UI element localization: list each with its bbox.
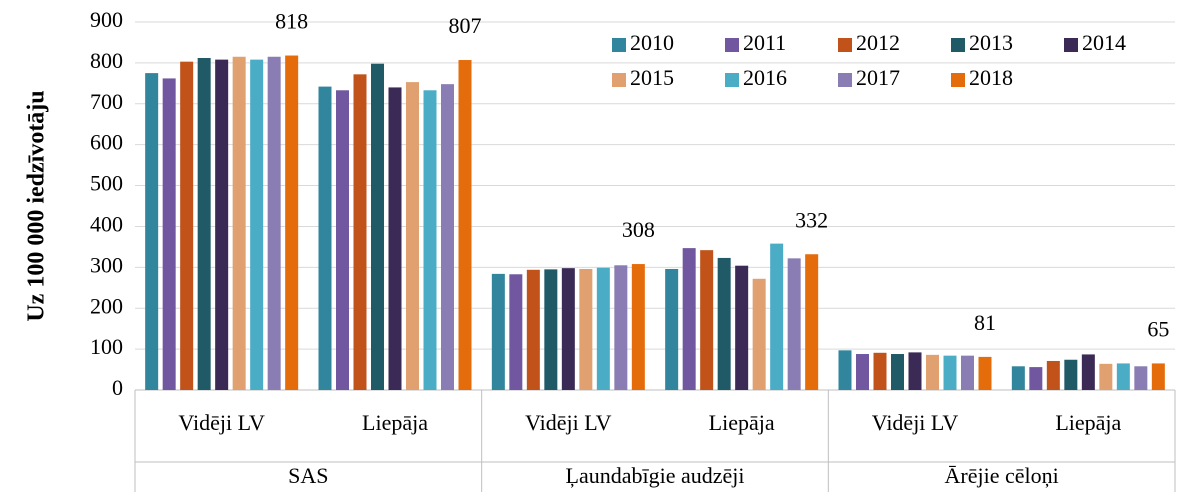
- data-label: 308: [622, 217, 655, 242]
- data-label: 65: [1147, 316, 1169, 341]
- legend-label: 2013: [969, 30, 1013, 55]
- bar: [926, 354, 939, 390]
- y-tick-label: 600: [90, 130, 123, 155]
- y-tick-label: 900: [90, 7, 123, 32]
- bar: [491, 273, 505, 390]
- y-tick-label: 0: [112, 375, 123, 400]
- legend-label: 2017: [856, 65, 900, 90]
- y-tick-label: 200: [90, 293, 123, 318]
- bar: [614, 265, 628, 390]
- legend-swatch: [725, 38, 739, 52]
- bar: [215, 59, 229, 391]
- bar: [891, 354, 904, 390]
- legend-swatch: [612, 73, 626, 87]
- bar: [1081, 354, 1095, 390]
- bar: [787, 258, 801, 390]
- data-label: 81: [974, 310, 996, 335]
- legend-label: 2014: [1082, 30, 1126, 55]
- bar: [388, 87, 402, 390]
- y-axis-label: Uz 100 000 iedzīvotāju: [24, 90, 50, 321]
- x-tick-label: Vidēji LV: [178, 410, 265, 435]
- bar: [770, 243, 784, 390]
- y-tick-label: 100: [90, 334, 123, 359]
- bar: [700, 250, 714, 390]
- x-tick-label: Liepāja: [362, 410, 428, 435]
- bar: [1011, 366, 1025, 390]
- bar: [752, 278, 766, 390]
- bar: [371, 63, 384, 390]
- group-label: Ļaundabīgie audzēji: [566, 463, 745, 488]
- legend-label: 2010: [630, 30, 674, 55]
- bar: [561, 268, 575, 390]
- bar: [978, 356, 992, 390]
- bar: [908, 352, 922, 390]
- legend-swatch: [1064, 38, 1078, 52]
- bar: [197, 57, 211, 390]
- y-tick-label: 500: [90, 171, 123, 196]
- bar: [1151, 363, 1165, 390]
- legend-label: 2016: [743, 65, 787, 90]
- bar: [1029, 367, 1043, 390]
- bar: [145, 73, 159, 390]
- bar: [267, 56, 281, 390]
- bar: [631, 264, 645, 390]
- bar: [735, 265, 749, 390]
- bar: [232, 56, 246, 390]
- legend-label: 2018: [969, 65, 1013, 90]
- bar: [285, 55, 299, 390]
- group-label: Ārējie cēloņi: [945, 463, 1059, 488]
- legend-label: 2012: [856, 30, 900, 55]
- bar: [856, 354, 869, 390]
- legend-swatch: [838, 38, 852, 52]
- x-tick-label: Liepāja: [1055, 410, 1121, 435]
- legend-label: 2015: [630, 65, 674, 90]
- bar: [1116, 363, 1130, 390]
- bar: [717, 257, 731, 390]
- bar: [873, 352, 887, 390]
- bar: [318, 86, 332, 391]
- bar: [336, 90, 349, 390]
- bar: [526, 269, 540, 390]
- y-tick-label: 400: [90, 211, 123, 236]
- bar: [596, 267, 610, 390]
- bar: [458, 60, 472, 390]
- bar: [423, 90, 437, 390]
- legend-swatch: [612, 38, 626, 52]
- legend-swatch: [951, 73, 965, 87]
- bar: [838, 350, 852, 390]
- bar: [961, 355, 974, 390]
- bar: [1134, 366, 1148, 390]
- data-label: 807: [449, 13, 482, 38]
- bar: [441, 84, 454, 390]
- bar: [180, 61, 194, 390]
- legend-swatch: [725, 73, 739, 87]
- x-tick-label: Liepāja: [709, 410, 775, 435]
- bar: [353, 74, 367, 391]
- group-label: SAS: [288, 463, 328, 488]
- bar: [579, 268, 593, 390]
- y-tick-label: 800: [90, 48, 123, 73]
- legend-swatch: [838, 73, 852, 87]
- bar: [509, 274, 523, 390]
- bar: [805, 254, 819, 390]
- legend-swatch: [951, 38, 965, 52]
- data-label: 818: [275, 9, 308, 34]
- bar: [250, 59, 264, 391]
- bar: [162, 78, 176, 390]
- x-tick-label: Vidēji LV: [872, 410, 959, 435]
- bar: [943, 355, 957, 390]
- bar: [1064, 359, 1078, 390]
- bar: [544, 269, 558, 390]
- x-tick-label: Vidēji LV: [525, 410, 612, 435]
- bar: [406, 82, 419, 391]
- bar: [1046, 360, 1060, 390]
- bar: [682, 248, 696, 390]
- y-tick-label: 700: [90, 89, 123, 114]
- legend-label: 2011: [743, 30, 786, 55]
- y-tick-label: 300: [90, 252, 123, 277]
- bar: [665, 268, 679, 390]
- data-label: 332: [795, 207, 828, 232]
- bar: [1099, 363, 1113, 390]
